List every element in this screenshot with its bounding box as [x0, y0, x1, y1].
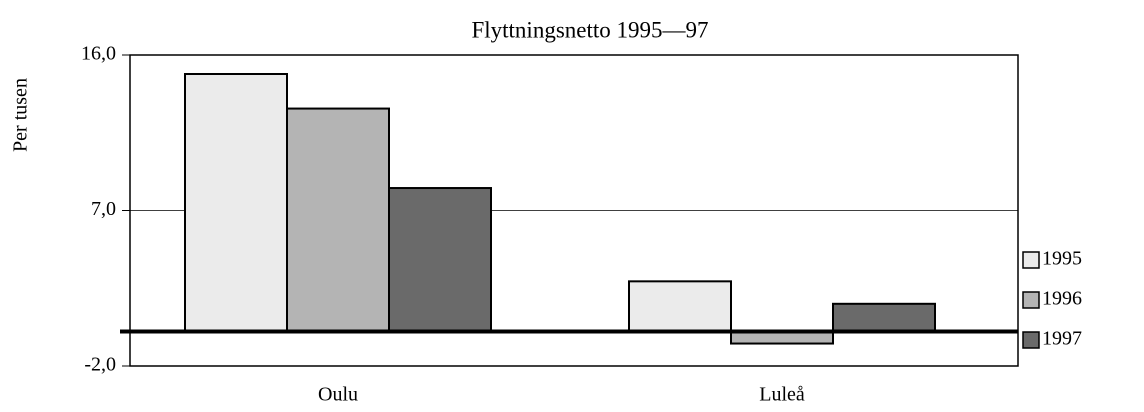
legend-label: 1996	[1042, 288, 1082, 310]
bar	[184, 73, 288, 333]
legend-label: 1995	[1042, 248, 1082, 270]
legend-swatch	[1022, 251, 1040, 269]
legend-swatch	[1022, 331, 1040, 349]
y-tick-label: -2,0	[84, 354, 116, 376]
y-tick-label: 7,0	[91, 198, 116, 220]
y-tick-label: 16,0	[81, 43, 116, 65]
x-tick-label: Oulu	[318, 384, 358, 406]
legend-label: 1997	[1042, 328, 1082, 350]
bar	[388, 187, 492, 333]
y-axis-label: Per tusen	[10, 78, 32, 152]
x-tick-label: Luleå	[759, 384, 805, 406]
legend-swatch	[1022, 291, 1040, 309]
bar	[286, 107, 390, 333]
bar	[832, 302, 936, 333]
chart-title: Flyttningsnetto 1995—97	[471, 17, 708, 42]
bar	[628, 280, 732, 333]
